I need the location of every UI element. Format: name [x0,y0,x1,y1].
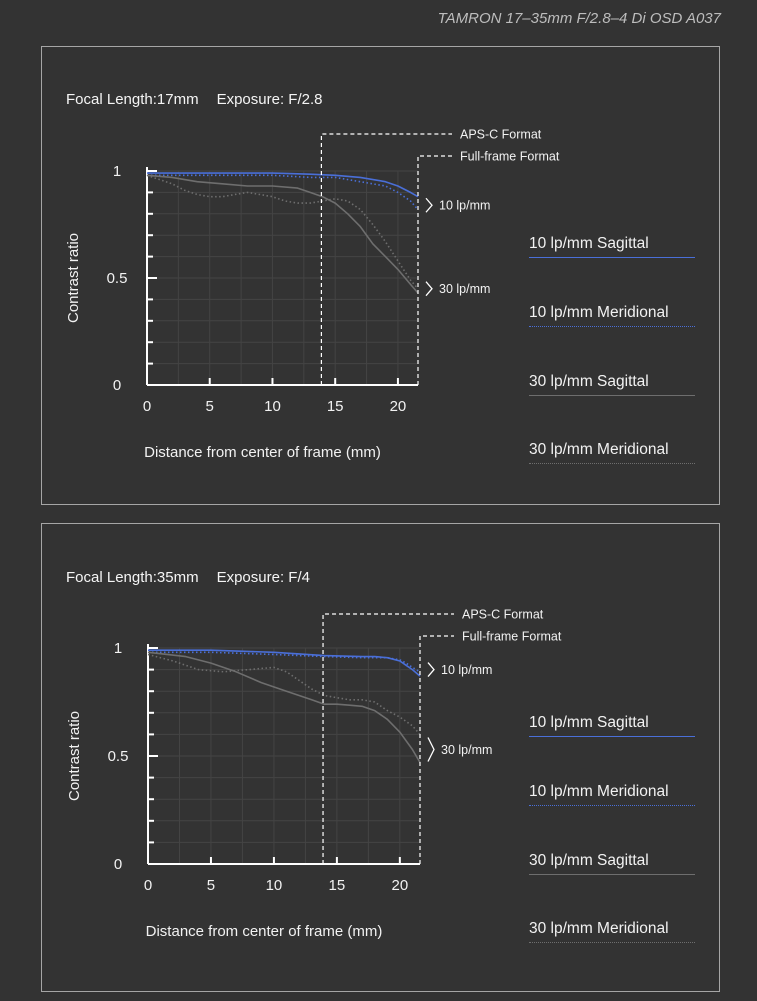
x-tick-label: 20 [390,398,407,415]
legend-item-10-meridional: 10 lp/mm Meridional [529,783,695,806]
legend-label: 10 lp/mm Meridional [529,304,669,321]
legend-label: 30 lp/mm Sagittal [529,373,649,390]
y-tick-label: 0 [113,377,121,394]
frequency-label: 10 lp/mm [439,199,490,213]
panel-info: Focal Length:17mm Exposure: F/2.8 [66,91,322,108]
aps-c-label: APS-C Format [460,128,542,142]
full-frame-frame [419,635,454,864]
legend-swatch [529,257,695,258]
x-tick-label: 15 [327,398,344,415]
series-30-lp-mm-meridional [146,174,419,290]
x-axis-title: Distance from center of frame (mm) [146,923,383,940]
frequency-label: 30 lp/mm [441,743,492,757]
frequency-label: 10 lp/mm [441,663,492,677]
mtf-panel-17mm: Focal Length:17mm Exposure: F/2.8 0 0.5 1 0 5… [41,46,720,505]
chevron-icon [427,662,435,678]
full-frame-frame [417,155,452,385]
legend-label: 30 lp/mm Meridional [529,441,669,458]
series-10-lp-mm-sagittal [147,172,419,198]
y-axis-title: Contrast ratio [65,233,82,323]
legend-swatch [529,805,695,806]
legend-item-10-meridional: 10 lp/mm Meridional [529,304,695,327]
series-10-lp-mm-meridional [148,651,421,673]
aps-c-label: APS-C Format [462,608,544,622]
full-frame-label: Full-frame Format [462,630,562,644]
legend-swatch [529,395,695,396]
legend-swatch [529,874,695,875]
legend-label: 10 lp/mm Sagittal [529,235,649,252]
frequency-label: 30 lp/mm [439,282,490,296]
legend-label: 10 lp/mm Meridional [529,783,669,800]
chevron-icon [427,737,435,762]
mtf-panel-35mm: Focal Length:35mm Exposure: F/4 0 0.5 1 0 5 10… [41,523,720,992]
x-tick-label: 5 [206,398,214,415]
aps-c-frame [322,613,454,864]
y-tick-label: 0 [114,856,122,873]
legend-swatch [529,736,695,737]
chevron-icon [425,197,433,213]
x-tick-label: 15 [329,877,346,894]
legend-label: 30 lp/mm Sagittal [529,852,649,869]
series-30-lp-mm-sagittal [147,651,421,763]
x-tick-label: 10 [264,398,281,415]
legend-item-30-sagittal: 30 lp/mm Sagittal [529,373,695,396]
y-tick-label: 0.5 [107,270,128,287]
series-10-lp-mm-sagittal [148,649,421,677]
legend-label: 30 lp/mm Meridional [529,920,669,937]
legend-swatch [529,326,695,327]
y-tick-label: 1 [114,640,122,657]
x-tick-label: 0 [144,877,152,894]
y-tick-label: 0.5 [108,748,129,765]
y-tick-label: 1 [113,163,121,180]
legend-item-10-sagittal: 10 lp/mm Sagittal [529,714,695,737]
aps-c-frame [320,133,452,385]
x-axis-title: Distance from center of frame (mm) [144,444,381,461]
legend-swatch [529,942,695,943]
focal-length-label: Focal Length:17mm [66,91,199,108]
legend-label: 10 lp/mm Sagittal [529,714,649,731]
legend-swatch [529,463,695,464]
exposure-label: Exposure: F/4 [216,569,310,586]
x-tick-label: 10 [266,877,283,894]
legend-item-30-sagittal: 30 lp/mm Sagittal [529,852,695,875]
legend-item-30-meridional: 30 lp/mm Meridional [529,920,695,943]
y-axis-title: Contrast ratio [66,711,83,801]
exposure-label: Exposure: F/2.8 [216,91,323,108]
legend-item-30-meridional: 30 lp/mm Meridional [529,441,695,464]
panel-info: Focal Length:35mm Exposure: F/4 [66,569,310,586]
series-30-lp-mm-meridional [147,653,421,735]
focal-length-label: Focal Length:35mm [66,569,199,586]
chevron-icon [425,281,433,297]
x-tick-label: 0 [143,398,151,415]
lens-title: TAMRON 17–35mm F/2.8–4 Di OSD A037 [437,10,721,27]
x-tick-label: 5 [207,877,215,894]
series-10-lp-mm-meridional [147,174,419,211]
full-frame-label: Full-frame Format [460,150,560,164]
legend-item-10-sagittal: 10 lp/mm Sagittal [529,235,695,258]
x-tick-label: 20 [392,877,409,894]
series-30-lp-mm-sagittal [146,174,419,294]
